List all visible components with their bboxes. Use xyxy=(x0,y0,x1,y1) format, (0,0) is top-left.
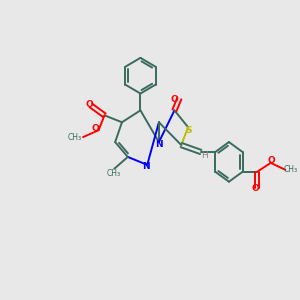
Text: H: H xyxy=(201,152,208,160)
Text: O: O xyxy=(92,124,100,133)
Text: CH₃: CH₃ xyxy=(67,133,81,142)
Text: CH₃: CH₃ xyxy=(106,169,120,178)
Text: S: S xyxy=(186,126,192,135)
Text: CH₃: CH₃ xyxy=(284,165,298,174)
Text: O: O xyxy=(268,156,276,165)
Text: N: N xyxy=(155,140,163,148)
Text: O: O xyxy=(85,100,93,109)
Text: O: O xyxy=(251,184,259,193)
Text: N: N xyxy=(142,162,150,171)
Text: O: O xyxy=(171,95,178,104)
